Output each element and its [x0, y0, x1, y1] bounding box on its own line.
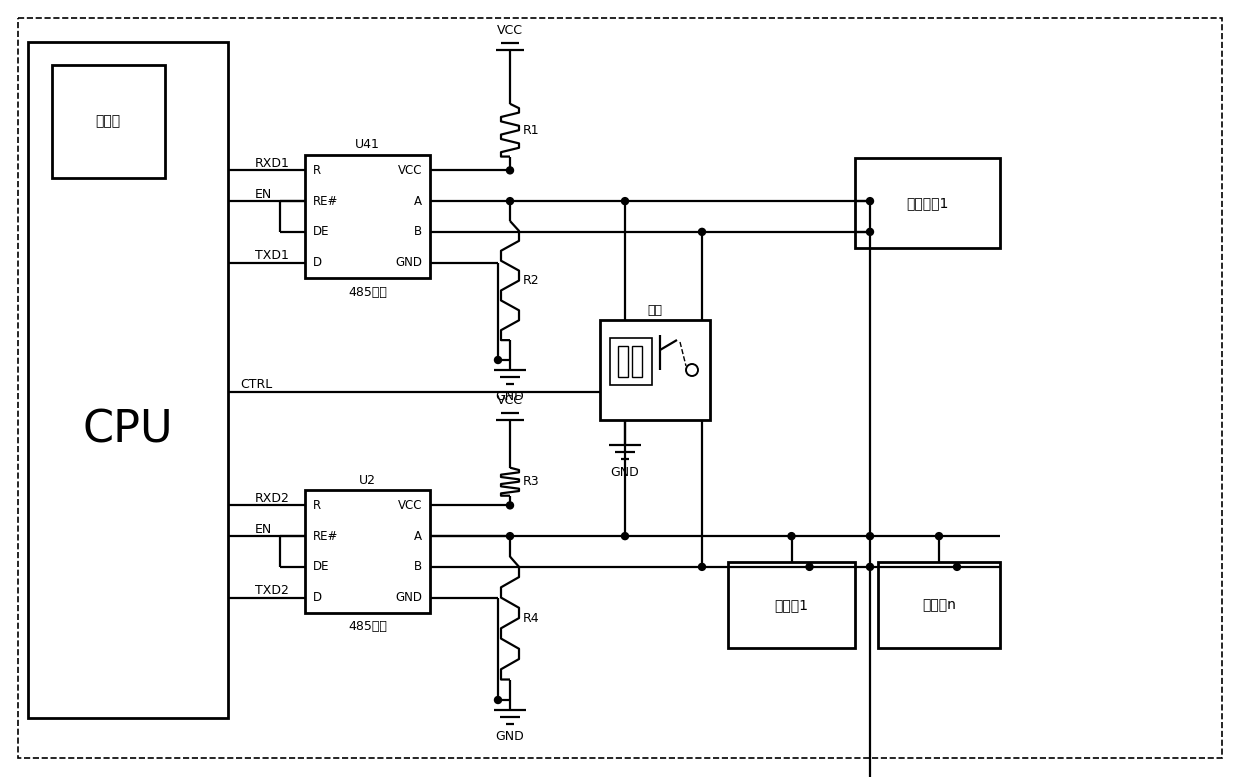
Circle shape — [506, 197, 513, 204]
Text: A: A — [414, 194, 422, 207]
Text: U41: U41 — [355, 138, 379, 152]
Text: 485芯片: 485芯片 — [348, 285, 387, 298]
Circle shape — [506, 532, 513, 539]
Circle shape — [867, 228, 873, 235]
Circle shape — [698, 563, 706, 570]
Text: GND: GND — [396, 591, 422, 605]
Text: B: B — [414, 560, 422, 573]
Text: EN: EN — [255, 187, 273, 200]
Circle shape — [954, 563, 961, 570]
Text: D: D — [312, 591, 322, 605]
Text: R: R — [312, 499, 321, 512]
Text: R1: R1 — [523, 124, 539, 137]
Text: EN: EN — [255, 523, 273, 535]
Circle shape — [867, 563, 873, 570]
Text: RXD2: RXD2 — [255, 492, 290, 505]
Text: GND: GND — [496, 730, 525, 744]
Circle shape — [506, 502, 513, 509]
Text: 采集终端1: 采集终端1 — [906, 196, 949, 210]
Text: 开关: 开关 — [647, 304, 662, 316]
Circle shape — [867, 532, 873, 539]
Circle shape — [867, 197, 873, 204]
Circle shape — [935, 532, 942, 539]
Text: 电能表1: 电能表1 — [775, 598, 808, 612]
Circle shape — [495, 696, 501, 703]
Text: RXD1: RXD1 — [255, 157, 290, 170]
Text: 电能表n: 电能表n — [923, 598, 956, 612]
Circle shape — [495, 357, 501, 364]
Text: GND: GND — [496, 391, 525, 403]
Text: RE#: RE# — [312, 194, 339, 207]
Circle shape — [506, 167, 513, 174]
Circle shape — [787, 532, 795, 539]
Text: D: D — [312, 256, 322, 269]
Circle shape — [806, 563, 813, 570]
Text: DE: DE — [312, 560, 330, 573]
Text: GND: GND — [610, 465, 640, 479]
Text: RE#: RE# — [312, 530, 339, 542]
Text: VCC: VCC — [497, 393, 523, 406]
Text: 存储器: 存储器 — [95, 114, 120, 128]
Text: CPU: CPU — [83, 409, 174, 451]
Text: VCC: VCC — [398, 164, 422, 177]
Circle shape — [621, 197, 629, 204]
Text: U2: U2 — [360, 473, 376, 486]
Text: B: B — [414, 225, 422, 239]
Text: R: R — [312, 164, 321, 177]
Circle shape — [621, 532, 629, 539]
Text: VCC: VCC — [497, 23, 523, 37]
Text: DE: DE — [312, 225, 330, 239]
Text: R3: R3 — [523, 476, 539, 488]
Text: GND: GND — [396, 256, 422, 269]
Text: A: A — [414, 530, 422, 542]
Text: R4: R4 — [523, 611, 539, 625]
Text: VCC: VCC — [398, 499, 422, 512]
Circle shape — [698, 228, 706, 235]
Text: CTRL: CTRL — [241, 378, 273, 391]
Text: 485芯片: 485芯片 — [348, 621, 387, 633]
Text: R2: R2 — [523, 274, 539, 287]
Text: TXD2: TXD2 — [255, 584, 289, 598]
Text: TXD1: TXD1 — [255, 249, 289, 262]
